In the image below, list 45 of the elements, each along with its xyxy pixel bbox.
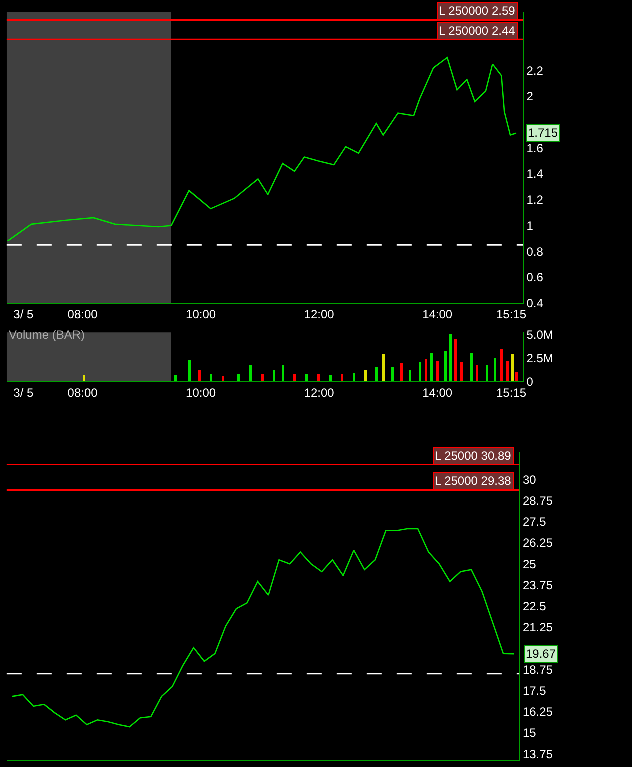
y-tick-label: 18.75 — [522, 662, 554, 677]
x-tick-label: 15:15 — [496, 386, 527, 400]
y-tick-label: 1 — [526, 218, 534, 233]
y-tick-label: 1.6 — [526, 141, 544, 156]
y-tick-label: 17.5 — [522, 684, 547, 698]
x-tick-label: 12:00 — [304, 386, 335, 400]
y-tick-label: 2.5M — [526, 351, 554, 366]
y-tick-label: 2 — [526, 90, 534, 104]
x-tick-label: 3/ 5 — [14, 386, 34, 400]
y-tick-label: 21.25 — [522, 620, 554, 635]
y-tick-label: 30 — [522, 472, 537, 487]
annotation: Volume (BAR) — [9, 328, 86, 342]
line-series — [12, 528, 515, 728]
ref-line-label: L 25000 29.38 — [435, 474, 512, 488]
x-tick-label: 08:00 — [68, 308, 98, 322]
y-tick-label: 2.2 — [526, 64, 544, 78]
text: 19.67 — [526, 647, 556, 661]
x-tick-label: 15:15 — [496, 308, 527, 322]
y-tick-label: 13.75 — [522, 747, 554, 762]
annotation: 1.715 — [528, 126, 558, 140]
x-tick-label: 12:00 — [304, 308, 335, 322]
y-tick-label: 15 — [522, 726, 537, 740]
y-tick-label: 26.25 — [522, 536, 554, 550]
y-tick-label: 0.4 — [526, 296, 544, 310]
x-tick-label: 14:00 — [422, 386, 453, 400]
y-tick-label: 23.75 — [522, 578, 554, 592]
ref-line-label: L 250000 2.44 — [439, 24, 516, 38]
y-tick-label: 1.2 — [526, 193, 544, 208]
ref-line-label: L 250000 2.59 — [439, 4, 516, 18]
x-tick-label: 08:00 — [68, 386, 98, 400]
x-tick-label: 3/ 5 — [14, 308, 34, 322]
y-tick-label: 0.8 — [526, 244, 544, 259]
y-tick-label: 0 — [526, 374, 534, 389]
y-tick-label: 22.5 — [522, 600, 547, 614]
y-tick-label: 28.75 — [522, 494, 554, 508]
y-tick-label: 5.0M — [526, 328, 554, 342]
x-tick-label: 10:00 — [186, 386, 216, 400]
x-tick-label: 14:00 — [422, 308, 453, 322]
y-tick-label: 16.25 — [522, 705, 554, 720]
y-tick-label: 25 — [522, 557, 537, 572]
y-tick-label: 1.4 — [526, 167, 544, 182]
ref-line-label: L 25000 30.89 — [435, 449, 512, 463]
x-tick-label: 10:00 — [186, 308, 216, 322]
y-tick-label: 0.6 — [526, 270, 544, 285]
y-tick-label: 27.5 — [522, 515, 547, 530]
